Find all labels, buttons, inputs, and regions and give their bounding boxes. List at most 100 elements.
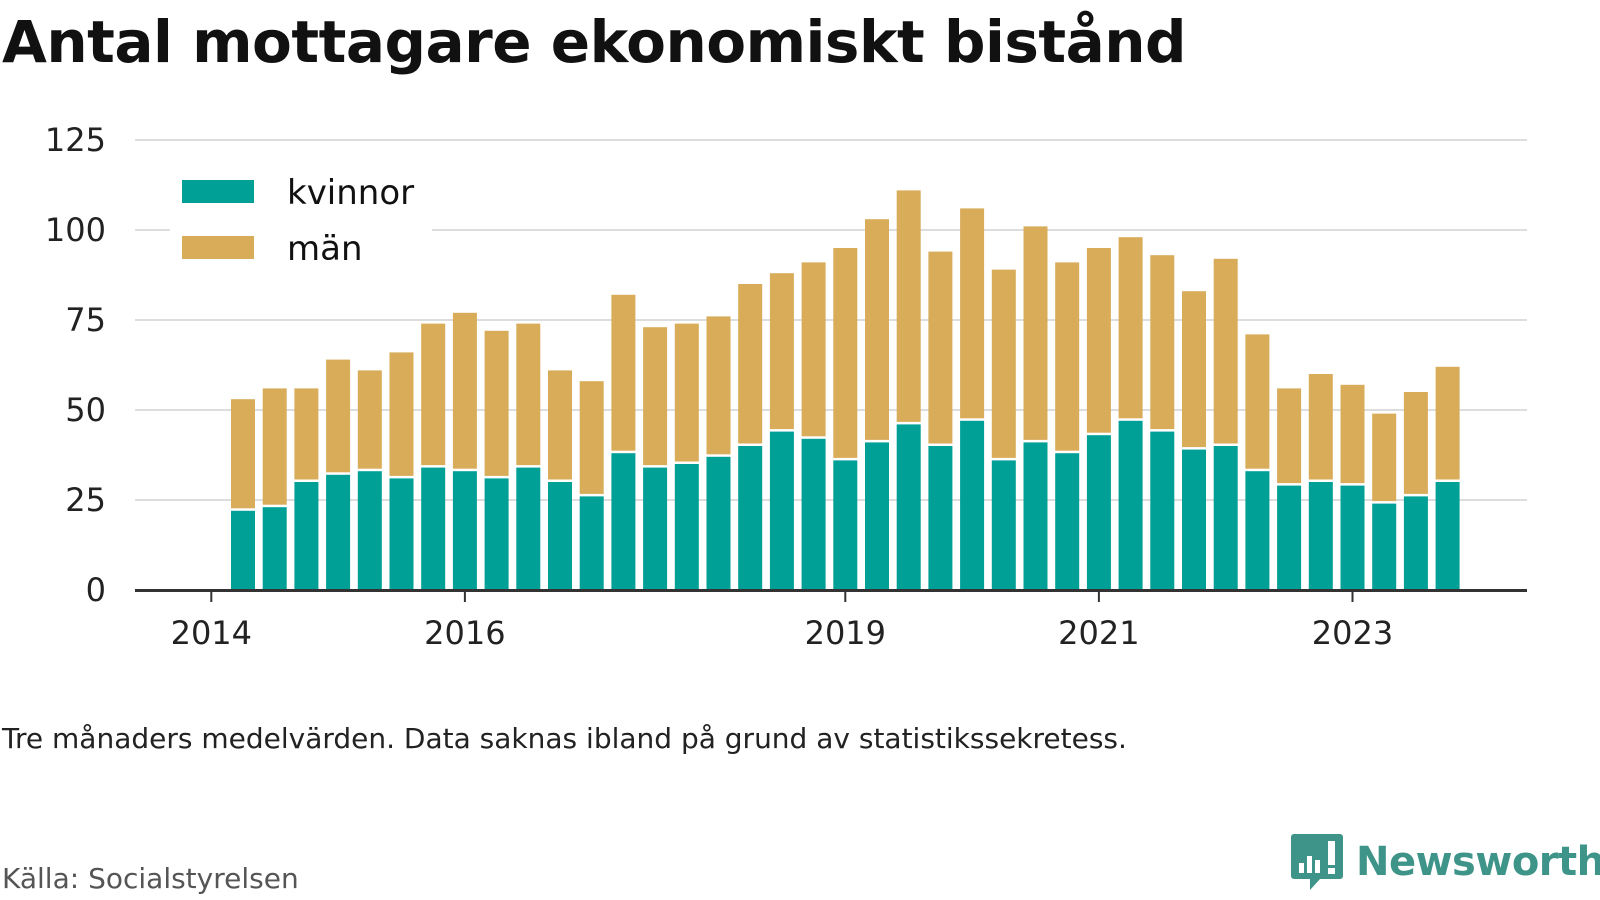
bar-kvinnor (1403, 496, 1428, 590)
chart-note: Tre månaders medelvärden. Data saknas ib… (2, 722, 1127, 755)
bar-kvinnor (484, 478, 509, 590)
bar-kvinnor (801, 438, 826, 590)
y-tick-label: 75 (65, 301, 106, 339)
bar-kvinnor (1023, 442, 1048, 590)
x-tick-label: 2021 (1058, 614, 1139, 652)
bar-man (1213, 258, 1238, 444)
legend: kvinnor män (170, 165, 432, 273)
bar-man (231, 399, 255, 509)
bar-man (294, 388, 319, 480)
bar-man (1372, 413, 1397, 502)
x-tick-label: 2019 (805, 614, 886, 652)
bar-man (1340, 384, 1365, 484)
bar-man (1277, 388, 1302, 484)
bar-kvinnor (991, 460, 1016, 590)
bar-man (833, 248, 858, 458)
stacked-bar-chart: 0 25 50 75 100 125 2014 2016 2019 2021 2023 kvinn… (45, 121, 1527, 652)
bar-kvinnor (706, 456, 731, 590)
y-tick-label: 50 (65, 391, 106, 429)
bar-man (801, 262, 826, 437)
bar-kvinnor (1182, 449, 1206, 590)
y-tick-label: 0 (86, 571, 106, 609)
brand-name: Newsworthy (1356, 839, 1600, 885)
bar-kvinnor (1086, 435, 1111, 590)
bar-kvinnor (452, 471, 477, 590)
bar-man (769, 273, 794, 430)
x-axis-ticks: 2014 2016 2019 2021 2023 (171, 590, 1393, 652)
bar-man (738, 284, 763, 444)
bar-kvinnor (1308, 482, 1333, 590)
bar-kvinnor (643, 467, 668, 590)
bar-kvinnor (1245, 471, 1270, 590)
bar-man (262, 388, 287, 505)
legend-label-kvinnor: kvinnor (287, 173, 414, 213)
bar-kvinnor (262, 507, 287, 590)
bar-kvinnor (421, 467, 446, 590)
bar-kvinnor (611, 453, 636, 590)
bar-man (1150, 255, 1175, 430)
x-tick-label: 2016 (424, 614, 505, 652)
bar-man (389, 352, 414, 476)
bar-man (1245, 334, 1270, 469)
chart-title: Antal mottagare ekonomiskt bistånd (2, 8, 1187, 76)
bar-kvinnor (1055, 453, 1080, 590)
bar-kvinnor (833, 460, 858, 590)
x-tick-label: 2014 (171, 614, 252, 652)
bar-kvinnor (294, 482, 319, 590)
bar-kvinnor (1118, 420, 1143, 590)
legend-swatch-kvinnor (182, 180, 254, 203)
bar-man (1118, 237, 1143, 419)
bar-kvinnor (865, 442, 889, 590)
bar-kvinnor (1150, 431, 1175, 590)
bar-man (960, 208, 985, 419)
bar-man (1403, 392, 1428, 494)
bar-kvinnor (674, 464, 699, 590)
bar-kvinnor (357, 471, 382, 590)
bar-man (1182, 291, 1206, 448)
bar-man (1308, 374, 1333, 480)
bar-kvinnor (1340, 485, 1365, 590)
bar-kvinnor (231, 510, 255, 590)
bar-man (1055, 262, 1080, 451)
brand: Newsworthy (1290, 832, 1600, 892)
bar-man (548, 370, 572, 480)
bar-kvinnor (579, 496, 604, 590)
bar-kvinnor (389, 478, 414, 590)
bar-man (516, 323, 541, 466)
bar-man (865, 219, 889, 440)
bar-kvinnor (1213, 446, 1238, 590)
bar-man (991, 269, 1016, 458)
bar-kvinnor (1372, 503, 1397, 590)
bar-kvinnor (516, 467, 541, 590)
y-axis-ticks: 0 25 50 75 100 125 (45, 121, 106, 609)
bar-man (643, 327, 668, 466)
bar-man (674, 323, 699, 462)
legend-label-man: män (287, 229, 363, 269)
y-tick-label: 100 (45, 211, 106, 249)
bar-kvinnor (960, 420, 985, 590)
bar-man (928, 251, 953, 444)
bar-man (484, 330, 509, 476)
bar-man (1023, 226, 1048, 440)
bars (231, 190, 1460, 590)
bar-man (611, 294, 636, 451)
bar-kvinnor (1435, 482, 1460, 590)
bar-man (421, 323, 446, 466)
x-tick-label: 2023 (1312, 614, 1393, 652)
bar-kvinnor (769, 431, 794, 590)
bar-man (1086, 248, 1111, 433)
bar-kvinnor (326, 474, 351, 590)
legend-swatch-man (182, 236, 254, 259)
bar-man (896, 190, 921, 422)
bar-man (357, 370, 382, 469)
bar-kvinnor (1277, 485, 1302, 590)
bar-man (1435, 366, 1460, 480)
source-credit: Källa: Socialstyrelsen (2, 862, 299, 895)
newsworthy-logo-icon (1291, 834, 1343, 890)
bar-man (452, 312, 477, 469)
bar-kvinnor (738, 446, 763, 590)
bar-man (326, 359, 351, 473)
bar-kvinnor (548, 482, 572, 590)
bar-man (706, 316, 731, 455)
bar-kvinnor (928, 446, 953, 590)
